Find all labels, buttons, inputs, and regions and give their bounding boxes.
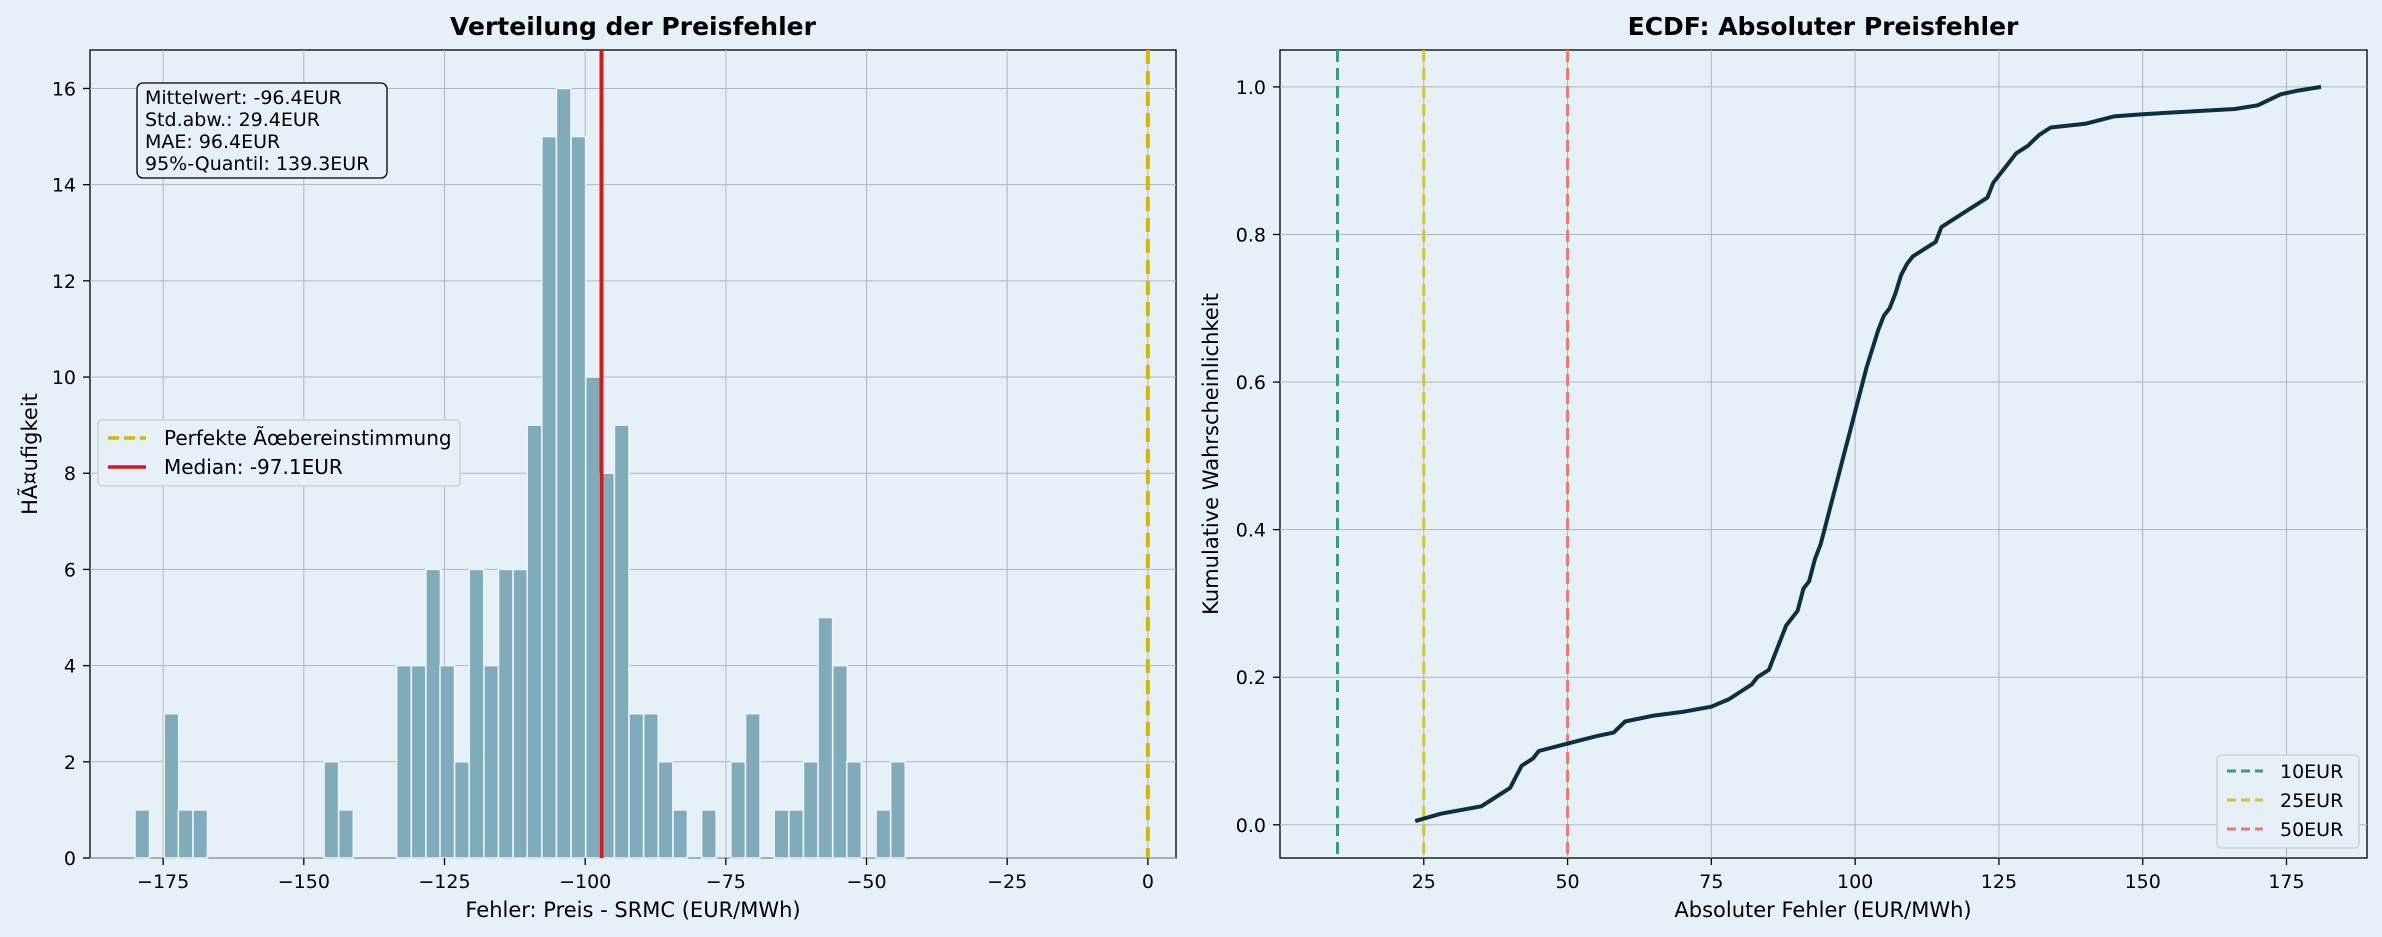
histogram-bar bbox=[526, 424, 543, 859]
histogram-x-tick-label: −50 bbox=[846, 871, 886, 893]
histogram-y-tick-label: 8 bbox=[64, 463, 76, 485]
histogram-y-tick-label: 14 bbox=[52, 175, 76, 197]
ecdf-y-tick-label: 1.0 bbox=[1236, 77, 1266, 99]
histogram-bars bbox=[134, 87, 906, 859]
histogram-bar bbox=[875, 809, 892, 859]
histogram-y-axis-label: HÃ¤ufigkeit bbox=[16, 393, 42, 515]
histogram-bar bbox=[468, 568, 485, 859]
histogram-bar bbox=[700, 809, 717, 859]
ecdf-x-tick-label: 25 bbox=[1412, 871, 1436, 893]
histogram-y-ticks: 0 2 4 6 8 10 12 14 16 bbox=[52, 78, 90, 870]
histogram-bar bbox=[584, 376, 602, 859]
histogram-bar bbox=[134, 809, 151, 859]
histogram-title: Verteilung der Preisfehler bbox=[450, 12, 817, 41]
ecdf-y-tick-label: 0.8 bbox=[1236, 224, 1266, 246]
ecdf-panel: ECDF: Absoluter Preisfehler 25 50 75 100 125… bbox=[1199, 12, 2368, 922]
histogram-y-tick-label: 6 bbox=[64, 559, 76, 581]
histogram-bar bbox=[672, 809, 689, 859]
legend-50eur-label: 50EUR bbox=[2280, 819, 2343, 841]
histogram-bar bbox=[512, 568, 529, 859]
histogram-bar bbox=[163, 712, 180, 859]
statistics-box: Mittelwert: -96.4EUR Std.abw.: 29.4EUR M… bbox=[136, 82, 388, 179]
ecdf-y-tick-label: 0.6 bbox=[1236, 372, 1266, 394]
histogram-reference-lines bbox=[599, 50, 1150, 858]
histogram-bar bbox=[541, 135, 558, 859]
histogram-x-tick-label: −175 bbox=[137, 871, 189, 893]
histogram-bar bbox=[395, 664, 412, 859]
histogram-bar bbox=[555, 87, 572, 859]
histogram-bar bbox=[642, 712, 659, 859]
stats-std: Std.abw.: 29.4EUR bbox=[145, 109, 320, 131]
ecdf-x-tick-label: 150 bbox=[2125, 871, 2161, 893]
histogram-y-tick-label: 0 bbox=[64, 848, 76, 870]
histogram-x-tick-label: −100 bbox=[559, 871, 611, 893]
histogram-y-tick-label: 12 bbox=[52, 271, 76, 293]
ecdf-x-axis-label: Absoluter Fehler (EUR/MWh) bbox=[1674, 898, 1971, 922]
ecdf-legend: 10EUR 25EUR 50EUR bbox=[2216, 754, 2360, 849]
histogram-bar bbox=[889, 761, 906, 859]
histogram-y-tick-label: 10 bbox=[52, 367, 76, 389]
histogram-x-tick-label: −150 bbox=[278, 871, 330, 893]
ecdf-y-axis-label: Kumulative Wahrscheinlichkeit bbox=[1199, 293, 1223, 615]
legend-median-label: Median: -97.1EUR bbox=[164, 455, 343, 479]
ecdf-x-ticks: 25 50 75 100 125 150 175 bbox=[1412, 858, 2305, 893]
histogram-y-tick-label: 2 bbox=[64, 752, 76, 774]
histogram-bar bbox=[410, 664, 427, 859]
histogram-bar bbox=[453, 761, 470, 859]
ecdf-y-ticks: 0.0 0.2 0.4 0.6 0.8 1.0 bbox=[1236, 77, 1280, 837]
histogram-bar bbox=[425, 568, 442, 859]
histogram-legend: Perfekte Ãœbereinstimmung Median: -97.1E… bbox=[97, 419, 461, 487]
histogram-bar bbox=[497, 568, 514, 859]
histogram-bar bbox=[323, 761, 340, 859]
histogram-bar bbox=[832, 664, 849, 859]
ecdf-plot-area bbox=[1279, 49, 2368, 859]
ecdf-curve bbox=[1414, 84, 2322, 824]
histogram-bar bbox=[439, 664, 456, 859]
ecdf-threshold-lines bbox=[1336, 50, 1570, 858]
histogram-y-tick-label: 4 bbox=[64, 656, 76, 678]
histogram-bar bbox=[177, 809, 194, 859]
legend-10eur-label: 10EUR bbox=[2280, 761, 2343, 783]
histogram-bar bbox=[846, 761, 863, 859]
ecdf-x-tick-label: 75 bbox=[1699, 871, 1723, 893]
histogram-x-tick-label: −125 bbox=[418, 871, 470, 893]
histogram-panel: Verteilung der Preisfehler −175 −150 −125−… bbox=[16, 12, 1177, 922]
ecdf-title: ECDF: Absoluter Preisfehler bbox=[1628, 12, 2019, 41]
histogram-x-tick-label: −25 bbox=[987, 871, 1027, 893]
histogram-bar bbox=[570, 135, 587, 859]
histogram-bar bbox=[817, 616, 834, 859]
stats-mean: Mittelwert: -96.4EUR bbox=[145, 87, 342, 109]
histogram-bar bbox=[483, 664, 500, 859]
histogram-bar bbox=[802, 761, 819, 859]
histogram-y-tick-label: 16 bbox=[52, 78, 76, 100]
stats-quantile: 95%-Quantil: 139.3EUR bbox=[145, 153, 369, 175]
histogram-x-axis-label: Fehler: Preis - SRMC (EUR/MWh) bbox=[465, 898, 800, 922]
legend-perfect-label: Perfekte Ãœbereinstimmung bbox=[164, 426, 452, 450]
ecdf-y-tick-label: 0.4 bbox=[1236, 520, 1266, 542]
histogram-bar bbox=[337, 809, 354, 859]
histogram-bar bbox=[744, 712, 761, 859]
histogram-bar bbox=[730, 761, 747, 859]
legend-25eur-label: 25EUR bbox=[2280, 790, 2343, 812]
histogram-x-tick-label: 0 bbox=[1142, 871, 1154, 893]
ecdf-x-tick-label: 50 bbox=[1555, 871, 1579, 893]
histogram-bar bbox=[788, 809, 805, 859]
histogram-bar bbox=[192, 809, 209, 859]
ecdf-x-tick-label: 175 bbox=[2268, 871, 2304, 893]
ecdf-x-tick-label: 125 bbox=[1981, 871, 2017, 893]
ecdf-y-tick-label: 0.0 bbox=[1236, 815, 1266, 837]
histogram-x-tick-label: −75 bbox=[706, 871, 746, 893]
histogram-x-ticks: −175 −150 −125 −100 −75 −50 −25 0 bbox=[137, 858, 1154, 893]
ecdf-y-tick-label: 0.2 bbox=[1236, 667, 1266, 689]
ecdf-x-tick-label: 100 bbox=[1837, 871, 1873, 893]
histogram-bar bbox=[657, 761, 674, 859]
stats-mae: MAE: 96.4EUR bbox=[145, 131, 280, 153]
histogram-bar bbox=[628, 712, 645, 859]
histogram-bar bbox=[613, 424, 630, 859]
histogram-bar bbox=[773, 809, 790, 859]
